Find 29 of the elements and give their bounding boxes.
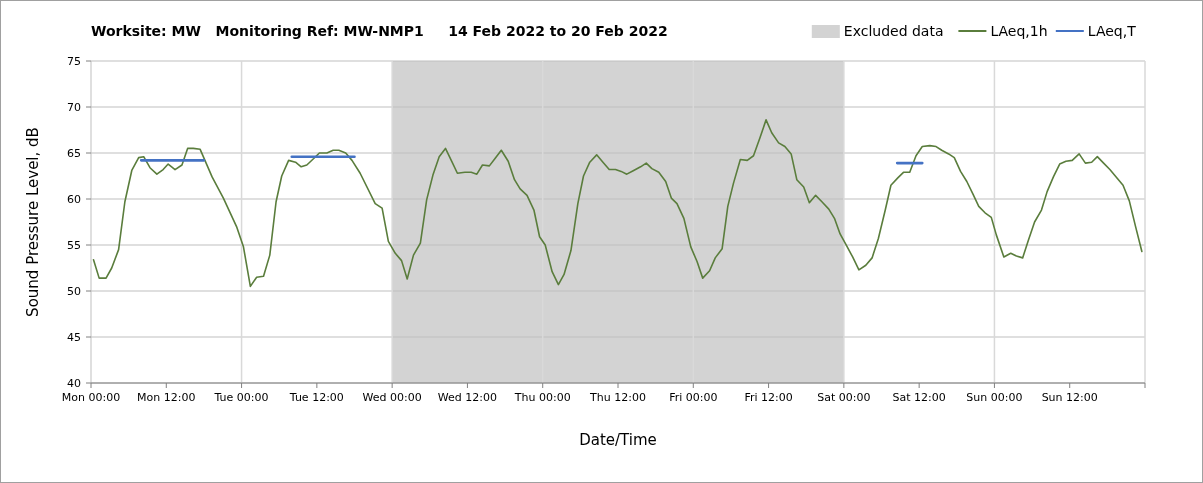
x-tick-label: Sun 12:00: [1041, 391, 1098, 404]
legend-label: LAeq,1h: [990, 23, 1048, 39]
x-tick-label: Sun 00:00: [966, 391, 1023, 404]
y-tick-label: 45: [67, 331, 81, 344]
x-tick-label: Mon 00:00: [61, 391, 121, 404]
legend-label: LAeq,T: [1087, 23, 1137, 39]
x-tick-label: Fri 00:00: [669, 391, 718, 404]
line-series: [92, 119, 1143, 288]
x-tick-label: Wed 00:00: [362, 391, 422, 404]
x-tick-label: Tue 00:00: [213, 391, 269, 404]
x-tick-label: Fri 12:00: [744, 391, 793, 404]
y-tick-label: 70: [67, 101, 81, 114]
y-tick-label: 65: [67, 147, 81, 160]
legend-label: Excluded data: [843, 23, 944, 39]
x-axis-title: Date/Time: [579, 431, 657, 449]
x-tick-label: Tue 12:00: [288, 391, 344, 404]
y-tick-label: 55: [67, 239, 81, 252]
x-tick-label: Mon 12:00: [137, 391, 196, 404]
y-tick-label: 40: [67, 377, 81, 390]
x-tick-label: Sat 12:00: [892, 391, 946, 404]
y-tick-label: 50: [67, 285, 81, 298]
y-tick-label: 75: [67, 55, 81, 68]
x-tick-label: Thu 00:00: [513, 391, 571, 404]
chart-title: Worksite: MW Monitoring Ref: MW-NMP1 14 Feb 2022 to 20 Feb 2022: [91, 23, 668, 39]
x-tick-label: Wed 12:00: [437, 391, 498, 404]
y-tick-label: 60: [67, 193, 81, 206]
x-tick-label: Sat 00:00: [817, 391, 871, 404]
x-tick-label: Thu 12:00: [589, 391, 646, 404]
y-axis-title: Sound Pressure Level, dB: [24, 127, 42, 317]
